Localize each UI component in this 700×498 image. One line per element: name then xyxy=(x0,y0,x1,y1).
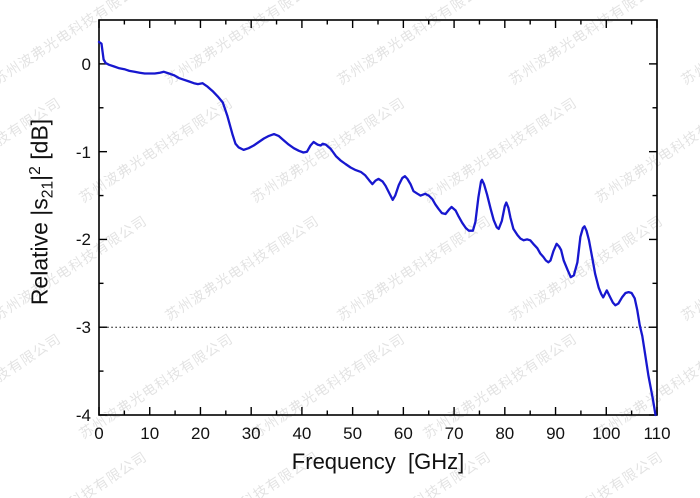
y-axis-title-part: 2 xyxy=(26,166,44,175)
x-tick-label: 10 xyxy=(140,424,160,443)
y-tick-label: 0 xyxy=(81,54,91,74)
x-tick-label: 60 xyxy=(393,424,413,443)
x-tick-label: 30 xyxy=(241,424,261,443)
y-tick-label: -2 xyxy=(75,230,91,250)
x-tick-label: 70 xyxy=(444,424,464,443)
plot-frame xyxy=(98,19,658,416)
x-tick-label: 110 xyxy=(643,424,671,443)
x-tick-label: 50 xyxy=(343,424,363,443)
x-tick-label: 90 xyxy=(546,424,565,443)
x-axis-title: Frequency [GHz] xyxy=(291,449,465,474)
s21-curve xyxy=(97,40,657,417)
y-tick-label: -1 xyxy=(75,142,91,162)
y-axis-title: Relative |s21|2 [dB] xyxy=(27,119,58,305)
x-tick-label: 100 xyxy=(592,424,621,443)
y-tick-label: -3 xyxy=(75,318,91,338)
y-tick-label: -4 xyxy=(75,406,91,425)
x-tick-label: 80 xyxy=(495,424,515,443)
y-axis-title-part: Relative |s xyxy=(26,198,53,306)
x-tick-label: 40 xyxy=(292,424,312,443)
y-axis-title-part: 21 xyxy=(39,180,57,199)
x-tick-label: 0 xyxy=(94,424,104,443)
y-axis-title-part: | xyxy=(26,174,53,181)
x-tick-label: 20 xyxy=(190,424,210,443)
y-axis-title-part: [dB] xyxy=(26,118,53,167)
